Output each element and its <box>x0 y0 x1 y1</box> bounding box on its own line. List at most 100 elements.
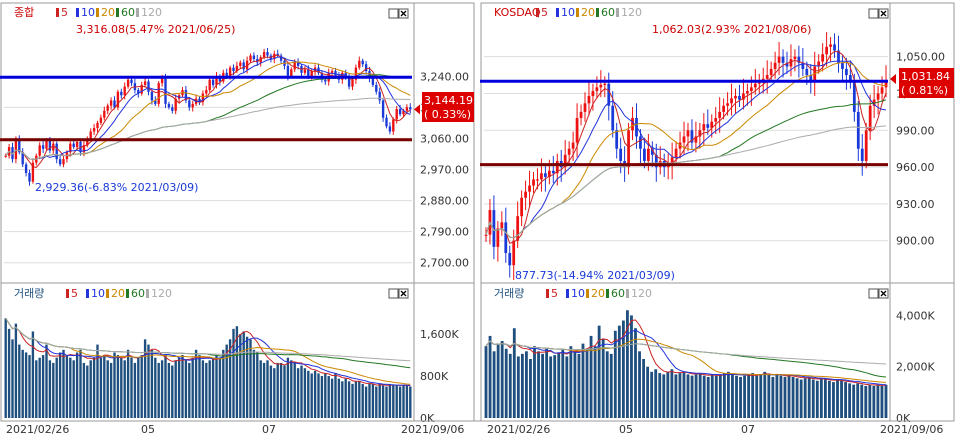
volume-bar <box>398 386 402 418</box>
candle <box>307 69 310 77</box>
candle <box>769 68 773 76</box>
candle <box>228 67 232 77</box>
candle <box>140 84 143 94</box>
candle <box>698 130 702 137</box>
candle <box>646 148 650 161</box>
candle <box>330 71 334 73</box>
volume-bar <box>823 379 827 418</box>
candle <box>643 148 646 161</box>
candle <box>868 105 872 131</box>
volume-bar <box>409 386 412 418</box>
candle <box>575 118 579 143</box>
candle <box>368 71 371 78</box>
candle <box>512 240 516 266</box>
candle <box>702 124 706 131</box>
volume-bar <box>516 356 520 418</box>
candle <box>290 69 293 77</box>
y-tick-label: 2,970.00 <box>420 163 469 176</box>
candle <box>856 111 860 149</box>
candle <box>670 157 674 165</box>
kospi-ma-legend: 5 10 20 60 120 <box>56 6 162 19</box>
candle <box>167 103 171 108</box>
window-icon[interactable] <box>388 288 399 299</box>
legend-label: 120 <box>631 287 652 300</box>
volume-bar <box>58 352 62 418</box>
window-icon[interactable] <box>868 288 879 299</box>
window-icon[interactable] <box>388 8 399 19</box>
legend-swatch <box>536 8 539 17</box>
volume-bar <box>759 374 763 418</box>
volume-bar <box>147 344 150 418</box>
candle <box>492 210 496 247</box>
volume-bar <box>266 360 269 418</box>
legend-label: 60 <box>601 6 615 19</box>
volume-bar <box>844 382 847 418</box>
volume-bar <box>160 360 164 418</box>
volume-bar <box>735 375 738 418</box>
volume-bar <box>848 383 852 418</box>
legend-swatch <box>136 8 139 17</box>
candle <box>262 52 266 58</box>
candle <box>123 86 126 96</box>
volume-bar <box>739 376 742 418</box>
candle <box>381 100 385 118</box>
volume-bar <box>300 365 303 418</box>
close-icon[interactable] <box>398 288 409 299</box>
volume-bar <box>286 357 290 418</box>
volume-bar <box>79 349 82 418</box>
candle <box>143 81 147 85</box>
candle <box>89 131 92 139</box>
y-tick-label: 900.00 <box>896 235 935 248</box>
ma-line-120 <box>5 97 411 160</box>
volume-bar <box>642 359 645 418</box>
volume-bar <box>41 355 45 418</box>
volume-bar <box>164 355 167 418</box>
candle <box>99 117 103 123</box>
candle <box>409 107 412 110</box>
volume-bar <box>116 355 120 418</box>
candle <box>259 57 262 63</box>
volume-bar <box>577 353 581 418</box>
candle <box>109 100 113 106</box>
volume-bar <box>771 376 775 418</box>
candle <box>11 147 14 160</box>
volume-bar <box>593 346 597 418</box>
volume-bar <box>330 378 334 418</box>
volume-bar <box>617 325 621 418</box>
close-icon[interactable] <box>878 8 889 19</box>
volume-bar <box>310 373 313 418</box>
ma-line-10 <box>485 60 887 239</box>
volume-bar <box>239 334 242 418</box>
candle <box>682 136 686 143</box>
close-icon[interactable] <box>878 288 889 299</box>
volume-bar <box>718 374 722 418</box>
candle <box>520 197 524 217</box>
volume-bar <box>630 315 633 418</box>
candle <box>504 222 508 254</box>
volume-bar <box>500 341 504 418</box>
candle <box>113 100 116 108</box>
volume-bar <box>290 360 293 418</box>
volume-bar <box>634 328 637 418</box>
candle <box>276 53 279 56</box>
volume-bar <box>727 371 730 418</box>
close-icon[interactable] <box>398 8 409 19</box>
candle <box>385 117 388 127</box>
volume-bar <box>508 353 512 418</box>
kospi-volume-ma-legend: 5 10 20 60 120 <box>66 287 172 300</box>
candle <box>235 65 239 72</box>
kospi-current-change: ( 0.33%) <box>424 108 471 121</box>
y-tick-label: 2,790.00 <box>420 226 469 239</box>
candle <box>544 173 547 177</box>
window-icon[interactable] <box>868 8 879 19</box>
volume-bar <box>4 318 7 418</box>
legend-swatch <box>606 289 609 298</box>
candle <box>266 52 269 56</box>
candle <box>55 143 58 160</box>
volume-bar <box>293 362 296 418</box>
volume-bar <box>803 378 807 418</box>
volume-bar <box>82 362 86 418</box>
volume-bar <box>525 351 528 418</box>
volume-bar <box>638 351 641 418</box>
